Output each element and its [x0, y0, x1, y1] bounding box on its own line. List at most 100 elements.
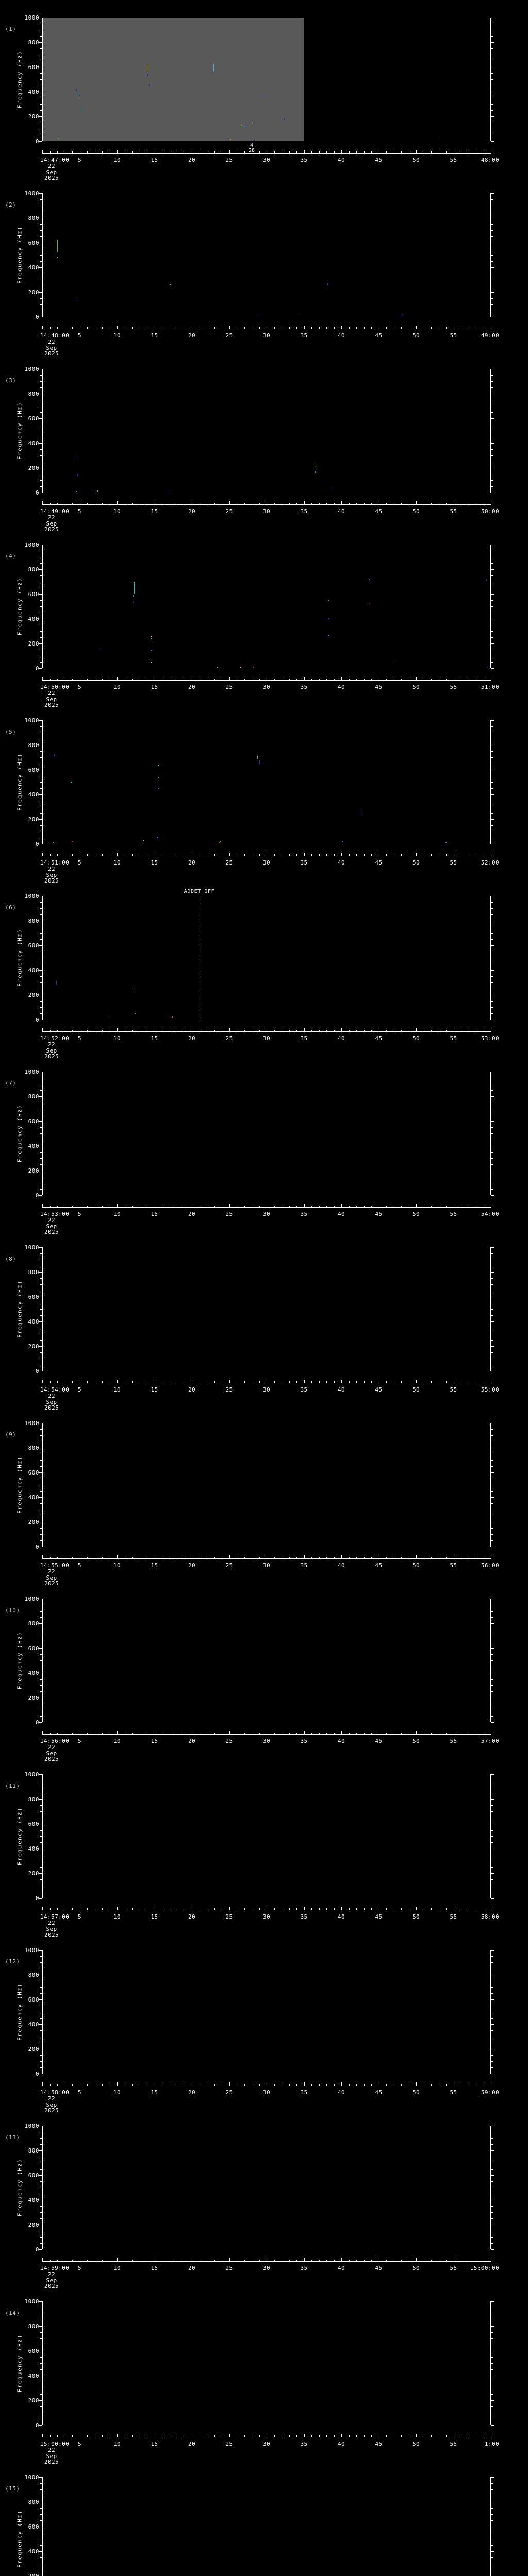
x-tick — [446, 679, 447, 680]
date-line: Sep — [46, 1047, 57, 1054]
plot-area — [42, 545, 491, 668]
x-axis-date-label: 22 Sep 2025 — [36, 1744, 67, 1762]
x-tick-label: 10 — [113, 2441, 121, 2447]
y-tick-label: 1000 — [24, 541, 39, 548]
y-tick — [40, 2545, 42, 2546]
y-tick-label: 600 — [28, 591, 39, 598]
x-tick — [378, 2258, 380, 2261]
x-tick — [289, 1030, 290, 1031]
x-tick — [341, 677, 342, 680]
spectrogram-panel: 0 200 400 600 800 1000 Frequency (Hz) (14) 15:00… — [0, 2290, 528, 2466]
y-tick-label: 400 — [28, 1318, 39, 1325]
x-tick — [349, 1206, 350, 1207]
date-line: 2025 — [44, 1931, 59, 1938]
x-tick — [289, 2435, 290, 2437]
x-tick-label: 5 — [77, 1386, 82, 1393]
x-tick — [334, 679, 335, 680]
x-tick — [72, 1733, 73, 1734]
x-tick-label: 45 — [375, 1738, 383, 1744]
x-tick — [356, 1557, 357, 1558]
x-tick — [378, 501, 380, 504]
x-axis-end-label: 55:00 — [481, 1386, 499, 1393]
y-tick — [39, 1472, 42, 1473]
x-tick — [229, 2258, 230, 2261]
x-tick — [72, 327, 73, 329]
panel-index-label: (9) — [5, 1431, 16, 1438]
x-tick-label: 20 — [188, 1738, 196, 1744]
y-tick — [491, 2357, 493, 2358]
x-tick-label: 15 — [151, 2089, 158, 2096]
y-tick — [491, 42, 494, 43]
x-tick — [57, 1733, 58, 1734]
x-axis-start-label: 14:55:00 — [40, 1562, 70, 1569]
y-tick-label: 800 — [28, 1269, 39, 1276]
x-tick-label: 45 — [375, 1913, 383, 1920]
detection-marker — [71, 782, 72, 783]
y-axis-title: Frequency (Hz) — [16, 50, 23, 109]
y-tick — [491, 1962, 493, 1963]
y-tick — [491, 1623, 494, 1624]
x-tick — [50, 854, 51, 856]
x-tick-label: 30 — [262, 1035, 271, 1042]
y-tick — [491, 2483, 493, 2484]
y-tick-label: 600 — [28, 64, 39, 71]
y-tick — [491, 2425, 494, 2426]
x-axis-end-label: 53:00 — [481, 1035, 499, 1042]
y-axis-title: Frequency (Hz) — [16, 401, 23, 460]
x-tick-label: 50 — [412, 1386, 420, 1393]
y-tick — [491, 292, 494, 293]
y-axis-left — [39, 545, 43, 669]
y-tick — [491, 2181, 493, 2182]
x-tick-label: 30 — [262, 1913, 271, 1920]
y-tick — [39, 1799, 42, 1800]
x-tick — [334, 327, 335, 329]
x-axis-end-label: 56:00 — [481, 1562, 499, 1569]
x-tick — [42, 677, 43, 680]
x-tick — [364, 1908, 365, 1910]
x-tick — [117, 1555, 118, 1558]
x-tick — [341, 2434, 342, 2437]
y-axis-right — [490, 2301, 494, 2426]
x-axis-start-label: 14:47:00 — [40, 157, 70, 163]
date-line: Sep — [46, 1223, 57, 1230]
x-tick-label: 45 — [375, 157, 383, 163]
x-tick — [364, 1557, 365, 1558]
x-tick-label: 20 — [188, 157, 196, 163]
x-tick — [304, 1907, 305, 1910]
x-tick — [319, 854, 320, 856]
x-tick — [341, 1204, 342, 1207]
x-tick-label: 50 — [412, 859, 420, 866]
x-tick — [371, 151, 372, 153]
y-tick — [491, 1096, 494, 1097]
x-axis-end-label: 52:00 — [481, 859, 499, 866]
x-tick-label: 30 — [262, 157, 271, 163]
x-tick-label: 40 — [337, 1386, 345, 1393]
x-tick — [371, 1030, 372, 1031]
y-tick — [40, 455, 42, 456]
x-tick-label: 30 — [262, 859, 271, 866]
x-tick — [356, 679, 357, 680]
x-tick — [311, 1908, 312, 1910]
y-tick — [39, 1648, 42, 1649]
y-tick-label: 200 — [28, 1694, 39, 1701]
x-tick — [50, 679, 51, 680]
y-tick — [491, 1528, 493, 1529]
y-tick — [40, 1611, 42, 1612]
y-tick — [491, 982, 493, 983]
y-tick — [491, 794, 494, 795]
y-tick — [40, 304, 42, 305]
detection-marker — [157, 777, 159, 779]
y-tick-label: 600 — [28, 415, 39, 422]
detection-marker — [284, 118, 285, 120]
x-tick — [371, 1557, 372, 1558]
x-tick-label: 25 — [225, 1386, 233, 1393]
y-axis-right — [490, 545, 494, 669]
x-tick — [386, 2084, 387, 2086]
y-tick — [491, 1873, 494, 1874]
y-axis-title-holder: Frequency (Hz) — [13, 1423, 24, 1547]
annotation-line: 28 — [248, 148, 255, 154]
y-tick-label-group: 0 200 400 600 800 1000 — [0, 1069, 42, 1198]
y-axis-title-holder: Frequency (Hz) — [13, 1247, 24, 1371]
y-tick — [40, 2144, 42, 2145]
x-tick — [334, 2084, 335, 2086]
